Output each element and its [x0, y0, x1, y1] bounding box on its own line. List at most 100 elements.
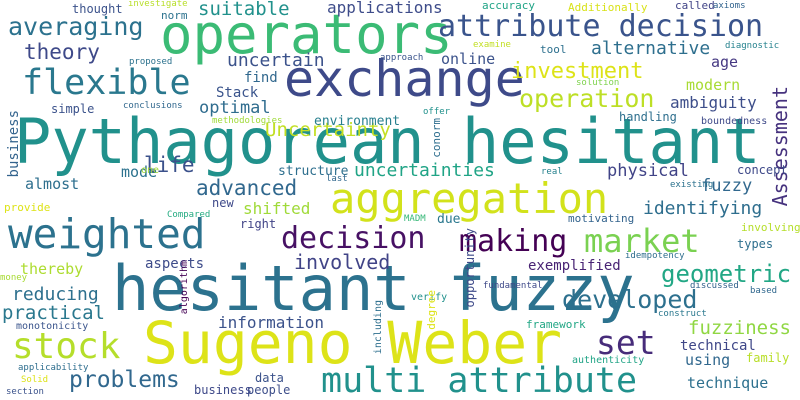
word-information: information — [218, 313, 324, 332]
word-verify: verify — [411, 292, 448, 303]
word-fuzziness: fuzziness — [688, 317, 791, 339]
word-involving: involving — [741, 221, 800, 234]
word-existing: existing — [670, 180, 714, 190]
word-set: set — [596, 323, 656, 362]
word-modern: modern — [686, 76, 741, 94]
word-geometric: geometric — [661, 260, 792, 288]
word-people: people — [247, 383, 291, 397]
word-technique: technique — [687, 374, 769, 392]
word-identifying: identifying — [643, 198, 763, 219]
word-tool: tool — [540, 43, 567, 56]
word-structure: structure — [278, 164, 349, 179]
word-sugeno-weber: Sugeno Weber — [143, 309, 563, 377]
word-pythagorean-hesitant: Pythagorean hesitant — [14, 105, 761, 178]
word-applications: applications — [327, 0, 443, 17]
word-age: age — [711, 53, 739, 71]
word-conorm: conorm — [430, 118, 443, 158]
word-solution: solution — [576, 78, 620, 88]
word-uncertainty: Uncertainty — [265, 119, 391, 141]
word-exemplified: exemplified — [528, 258, 621, 274]
word-mode: mode — [121, 163, 158, 181]
word-examine: examine — [473, 40, 511, 50]
word-physical: physical — [607, 161, 689, 181]
word-making: making — [459, 224, 568, 259]
word-compared: Compared — [167, 210, 211, 220]
word-discussed: discussed — [690, 281, 739, 291]
word-business: business — [194, 383, 252, 397]
word-solid: Solid — [21, 375, 49, 385]
word-diagnostic: diagnostic — [725, 41, 780, 51]
word-alternative: alternative — [591, 38, 711, 59]
word-last: last — [326, 174, 348, 184]
word-approach: approach — [380, 53, 424, 63]
word-operators: operators — [160, 3, 453, 66]
word-uncertain: uncertain — [227, 50, 325, 71]
word-algorithm: algorithm — [179, 260, 190, 315]
word-decision: decision — [281, 221, 426, 256]
word-axioms: axioms — [713, 1, 746, 11]
word-market: market — [584, 222, 700, 260]
word-practical: practical — [2, 302, 105, 324]
word-offer: offer — [423, 107, 451, 117]
word-aggregation: aggregation — [330, 174, 609, 223]
word-provide: provide — [4, 201, 51, 214]
word-exchange: exchange — [284, 50, 525, 108]
word-applicability: applicability — [18, 363, 89, 373]
word-reducing: reducing — [12, 284, 99, 305]
word-handling: handling — [619, 110, 677, 124]
word-attribute-decision: attribute decision — [438, 9, 764, 44]
word-fuzzy: fuzzy — [701, 176, 753, 196]
word-life: life — [144, 153, 195, 177]
word-types: types — [737, 237, 774, 251]
word-real: real — [541, 167, 563, 177]
word-new: new — [212, 196, 234, 210]
word-investment: investment — [511, 59, 644, 84]
word-right: right — [240, 217, 277, 231]
word-shifted: shifted — [243, 199, 311, 218]
word-hesitant-fuzzy: hesitant fuzzy — [112, 252, 635, 325]
word-authenticity: authenticity — [572, 355, 645, 366]
word-ambiguity: ambiguity — [670, 93, 757, 112]
word-idempotency: idempotency — [625, 251, 685, 261]
word-construct: construct — [658, 309, 707, 319]
word-degree: degree — [425, 290, 438, 330]
word-problems: problems — [69, 367, 180, 393]
word-proposed: proposed — [129, 57, 173, 67]
word-flexible: flexible — [22, 63, 191, 103]
word-fundamental: fundamental — [483, 281, 543, 291]
word-madm: MADM — [404, 214, 426, 224]
word-operation: operation — [519, 84, 655, 113]
word-stock: stock — [12, 326, 121, 367]
word-theory: theory — [24, 40, 100, 64]
word-business-vertical: business — [6, 110, 22, 178]
word-thereby: thereby — [20, 260, 84, 278]
word-methodologies: methodologies — [212, 116, 283, 126]
word-monotonicity: monotonicity — [16, 321, 89, 332]
word-simple: simple — [51, 102, 95, 116]
word-one: one — [141, 165, 160, 176]
word-thought: thought — [72, 2, 123, 16]
word-family: family — [746, 351, 790, 365]
word-norm: norm — [161, 9, 188, 22]
word-optimal: optimal — [199, 98, 271, 118]
word-online: online — [441, 50, 496, 68]
word-concept: concept — [737, 163, 788, 177]
word-environment: environment — [314, 114, 401, 129]
word-additionally: Additionally — [568, 1, 648, 14]
word-multi-attribute: multi attribute — [321, 361, 638, 400]
word-technical: technical — [680, 338, 756, 354]
word-framework: framework — [526, 318, 586, 331]
word-involved: involved — [294, 250, 391, 274]
word-based: based — [750, 286, 778, 296]
word-suitable: suitable — [198, 0, 290, 20]
word-motivating: motivating — [568, 212, 635, 225]
word-aspects: aspects — [145, 256, 205, 272]
word-advanced: advanced — [196, 176, 298, 200]
word-almost: almost — [25, 175, 80, 193]
word-money: money — [0, 273, 28, 283]
word-averaging: averaging — [8, 12, 144, 41]
word-data: data — [255, 371, 284, 385]
word-weighted: weighted — [8, 210, 206, 258]
word-assessment: Assessment — [768, 86, 792, 207]
